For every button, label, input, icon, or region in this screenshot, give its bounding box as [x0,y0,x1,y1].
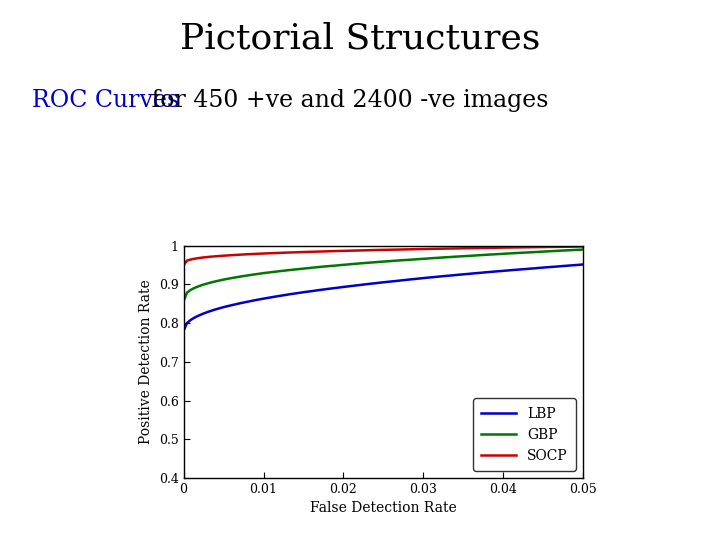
Line: LBP: LBP [184,265,583,331]
GBP [565,247,574,253]
LBP [454,272,463,278]
Text: for 450 +ve and 2400 -ve images: for 450 +ve and 2400 -ve images [144,89,549,112]
GBP [287,267,295,273]
GBP [579,246,588,253]
LBP [579,261,588,268]
SOCP [401,246,410,253]
SOCP [495,245,503,251]
SOCP [179,262,188,268]
LBP [401,276,410,283]
LBP [495,268,503,274]
Text: Pictorial Structures: Pictorial Structures [180,22,540,56]
LBP [287,291,295,298]
SOCP [454,245,463,252]
SOCP [579,243,588,249]
LBP [264,295,272,301]
LBP [565,262,574,269]
SOCP [565,244,574,250]
Line: SOCP: SOCP [184,246,583,265]
SOCP [264,250,272,256]
X-axis label: False Detection Rate: False Detection Rate [310,501,456,515]
GBP [454,253,463,260]
LBP [179,328,188,334]
GBP [495,251,503,257]
GBP [264,269,272,276]
Line: GBP: GBP [184,249,583,301]
Legend: LBP, GBP, SOCP: LBP, GBP, SOCP [473,399,576,471]
Y-axis label: Positive Detection Rate: Positive Detection Rate [139,279,153,444]
GBP [179,298,188,304]
GBP [401,257,410,264]
SOCP [287,249,295,256]
Text: ROC Curves: ROC Curves [32,89,180,112]
